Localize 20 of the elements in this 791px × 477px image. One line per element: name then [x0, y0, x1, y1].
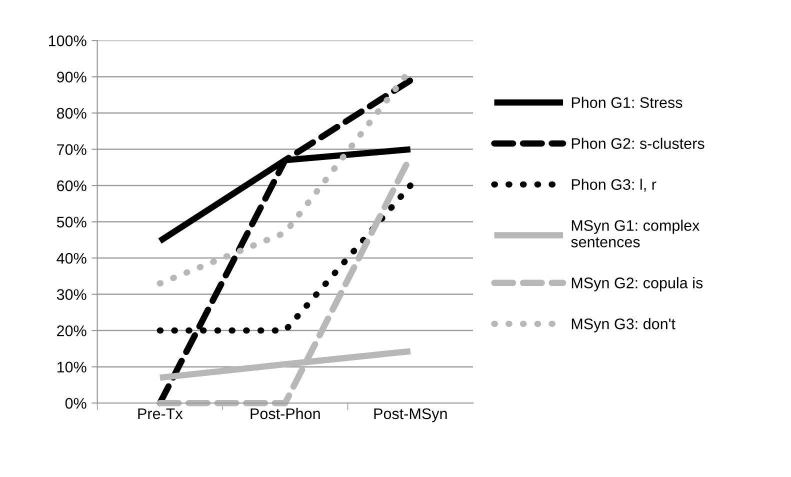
y-tick-label: 60% — [57, 180, 86, 192]
y-tick-label: 10% — [57, 362, 86, 372]
y-tick-label: 30% — [56, 289, 86, 300]
legend-label: MSyn G2: copula is — [572, 277, 703, 292]
legend-label: MSyn G3: don't — [572, 318, 676, 332]
x-tick-label: Pre-Tx — [138, 408, 183, 420]
legend-label: Phon G1: Stress — [572, 96, 682, 108]
legend-label: MSyn G1: complex sentences — [571, 220, 700, 248]
y-tick-label: 40% — [56, 252, 86, 264]
y-tick-label: 100% — [48, 35, 86, 46]
x-tick-label: Post-Phon — [250, 408, 320, 420]
y-tick-label: 90% — [57, 72, 86, 82]
x-tick-label: Post-MSyn — [374, 408, 447, 422]
y-tick-label: 0% — [65, 398, 86, 409]
y-tick-label: 70% — [57, 144, 86, 155]
legend-label: Phon G3: l, r — [572, 178, 656, 192]
y-tick-label: 20% — [57, 325, 86, 336]
legend-label: Phon G2: s-clusters — [572, 138, 704, 149]
y-tick-label: 50% — [56, 216, 86, 228]
y-tick-label: 80% — [56, 108, 86, 119]
